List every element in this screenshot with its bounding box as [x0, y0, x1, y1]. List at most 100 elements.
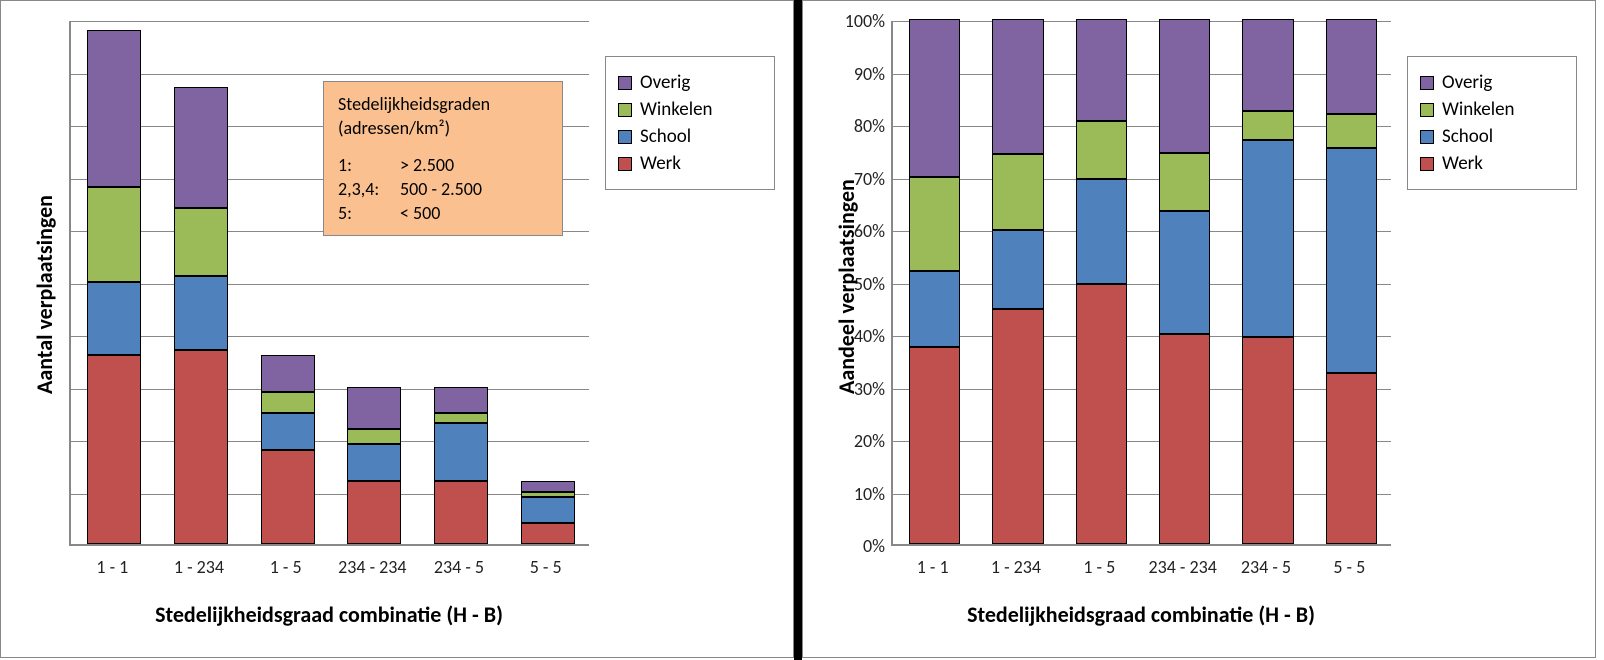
gridline [71, 389, 589, 390]
gridline [893, 284, 1391, 285]
bar-segment-werk [174, 350, 228, 544]
category-label: 234 - 234 [1141, 556, 1224, 578]
left-chart: 1 - 11 - 2341 - 5234 - 234234 - 55 - 5St… [1, 1, 793, 657]
callout-value: 500 - 2.500 [400, 177, 488, 201]
legend-label: Werk [640, 152, 681, 175]
bar-segment-school [1326, 148, 1378, 374]
legend-swatch [618, 103, 632, 117]
gridline [893, 231, 1391, 232]
ytick-label: 10% [854, 483, 893, 505]
gridline [71, 74, 589, 75]
y-axis-label: Aandeel verplaatsingen [833, 179, 860, 394]
gridline [893, 179, 1391, 180]
category-label: 234 - 234 [329, 556, 416, 578]
bar-segment-overig [174, 87, 228, 208]
category-label: 5 - 5 [1308, 556, 1391, 578]
bar-segment-school [174, 276, 228, 350]
left-panel: 1 - 11 - 2341 - 5234 - 234234 - 55 - 5St… [0, 0, 794, 658]
legend-item-winkelen: Winkelen [618, 98, 762, 121]
legend-item-overig: Overig [618, 71, 762, 94]
bar-segment-school [261, 413, 315, 450]
bar [1076, 19, 1128, 544]
bar-segment-winkelen [909, 177, 961, 272]
bar-segment-school [347, 444, 401, 481]
callout-value: > 2.500 [400, 153, 488, 177]
bar-segment-werk [434, 481, 488, 544]
legend-item-werk: Werk [618, 152, 762, 175]
bar-segment-overig [261, 355, 315, 392]
category-label: 1 - 5 [1058, 556, 1141, 578]
legend-item-werk: Werk [1420, 152, 1564, 175]
bar-segment-school [434, 423, 488, 481]
category-label: 1 - 234 [156, 556, 243, 578]
callout-box: Stedelijkheidsgraden(adressen/km²)1:> 2.… [323, 81, 563, 236]
legend-label: Overig [640, 71, 690, 94]
bar [87, 19, 141, 544]
legend: Overig Winkelen School Werk [1407, 56, 1577, 190]
legend-label: School [640, 125, 691, 148]
bar-segment-overig [1159, 19, 1211, 153]
category-label: 1 - 234 [974, 556, 1057, 578]
legend-swatch [618, 130, 632, 144]
bar-segment-overig [1076, 19, 1128, 121]
bar [1242, 19, 1294, 544]
legend-swatch [618, 76, 632, 90]
bar-segment-overig [992, 19, 1044, 154]
bar-segment-school [521, 497, 575, 523]
bar [992, 19, 1044, 544]
bar-segment-overig [1326, 19, 1378, 114]
bar-segment-werk [1076, 284, 1128, 544]
ytick-label: 20% [854, 430, 893, 452]
bar-segment-school [87, 282, 141, 356]
bar-segment-school [909, 271, 961, 347]
gridline [71, 494, 589, 495]
bar-segment-winkelen [1076, 121, 1128, 179]
ytick-label: 80% [854, 115, 893, 137]
bar-segment-winkelen [1326, 114, 1378, 148]
bar-segment-winkelen [174, 208, 228, 276]
bar [174, 19, 228, 544]
panel-divider [794, 0, 802, 660]
callout-key: 5: [338, 201, 400, 225]
bar-segment-werk [87, 355, 141, 544]
bar-segment-werk [261, 450, 315, 545]
bar-segment-school [1076, 179, 1128, 284]
bar [909, 19, 961, 544]
bar-segment-winkelen [992, 154, 1044, 230]
x-axis-label: Stedelijkheidsgraad combinatie (H - B) [69, 601, 589, 628]
legend: Overig Winkelen School Werk [605, 56, 775, 190]
bar-segment-winkelen [347, 429, 401, 445]
bar-segment-school [1159, 211, 1211, 334]
callout-title: Stedelijkheidsgraden [338, 92, 548, 116]
ytick-label: 0% [863, 535, 893, 557]
category-label: 5 - 5 [502, 556, 589, 578]
legend-label: Overig [1442, 71, 1492, 94]
plot-area: 0%10%20%30%40%50%60%70%80%90%100% [891, 21, 1391, 546]
bar-segment-winkelen [261, 392, 315, 413]
bar-segment-werk [347, 481, 401, 544]
right-panel: 0%10%20%30%40%50%60%70%80%90%100%1 - 11 … [802, 0, 1596, 658]
bar-segment-overig [87, 30, 141, 188]
category-label: 1 - 5 [242, 556, 329, 578]
bar-segment-winkelen [87, 187, 141, 282]
gridline [71, 21, 589, 22]
ytick-label: 100% [845, 10, 893, 32]
bar-segment-overig [909, 19, 961, 177]
legend-label: Winkelen [1442, 98, 1515, 121]
bar-segment-werk [1242, 337, 1294, 544]
right-chart: 0%10%20%30%40%50%60%70%80%90%100%1 - 11 … [803, 1, 1595, 657]
legend-item-winkelen: Winkelen [1420, 98, 1564, 121]
bar-segment-overig [347, 387, 401, 429]
category-label: 1 - 1 [69, 556, 156, 578]
gridline [893, 21, 1391, 22]
callout-key: 2,3,4: [338, 177, 400, 201]
bar-segment-werk [909, 347, 961, 544]
gridline [71, 284, 589, 285]
legend-label: School [1442, 125, 1493, 148]
bar-segment-werk [1326, 373, 1378, 544]
bar [1326, 19, 1378, 544]
ytick-label: 90% [854, 63, 893, 85]
callout-subtitle: (adressen/km²) [338, 116, 548, 140]
legend-item-overig: Overig [1420, 71, 1564, 94]
legend-swatch [618, 157, 632, 171]
